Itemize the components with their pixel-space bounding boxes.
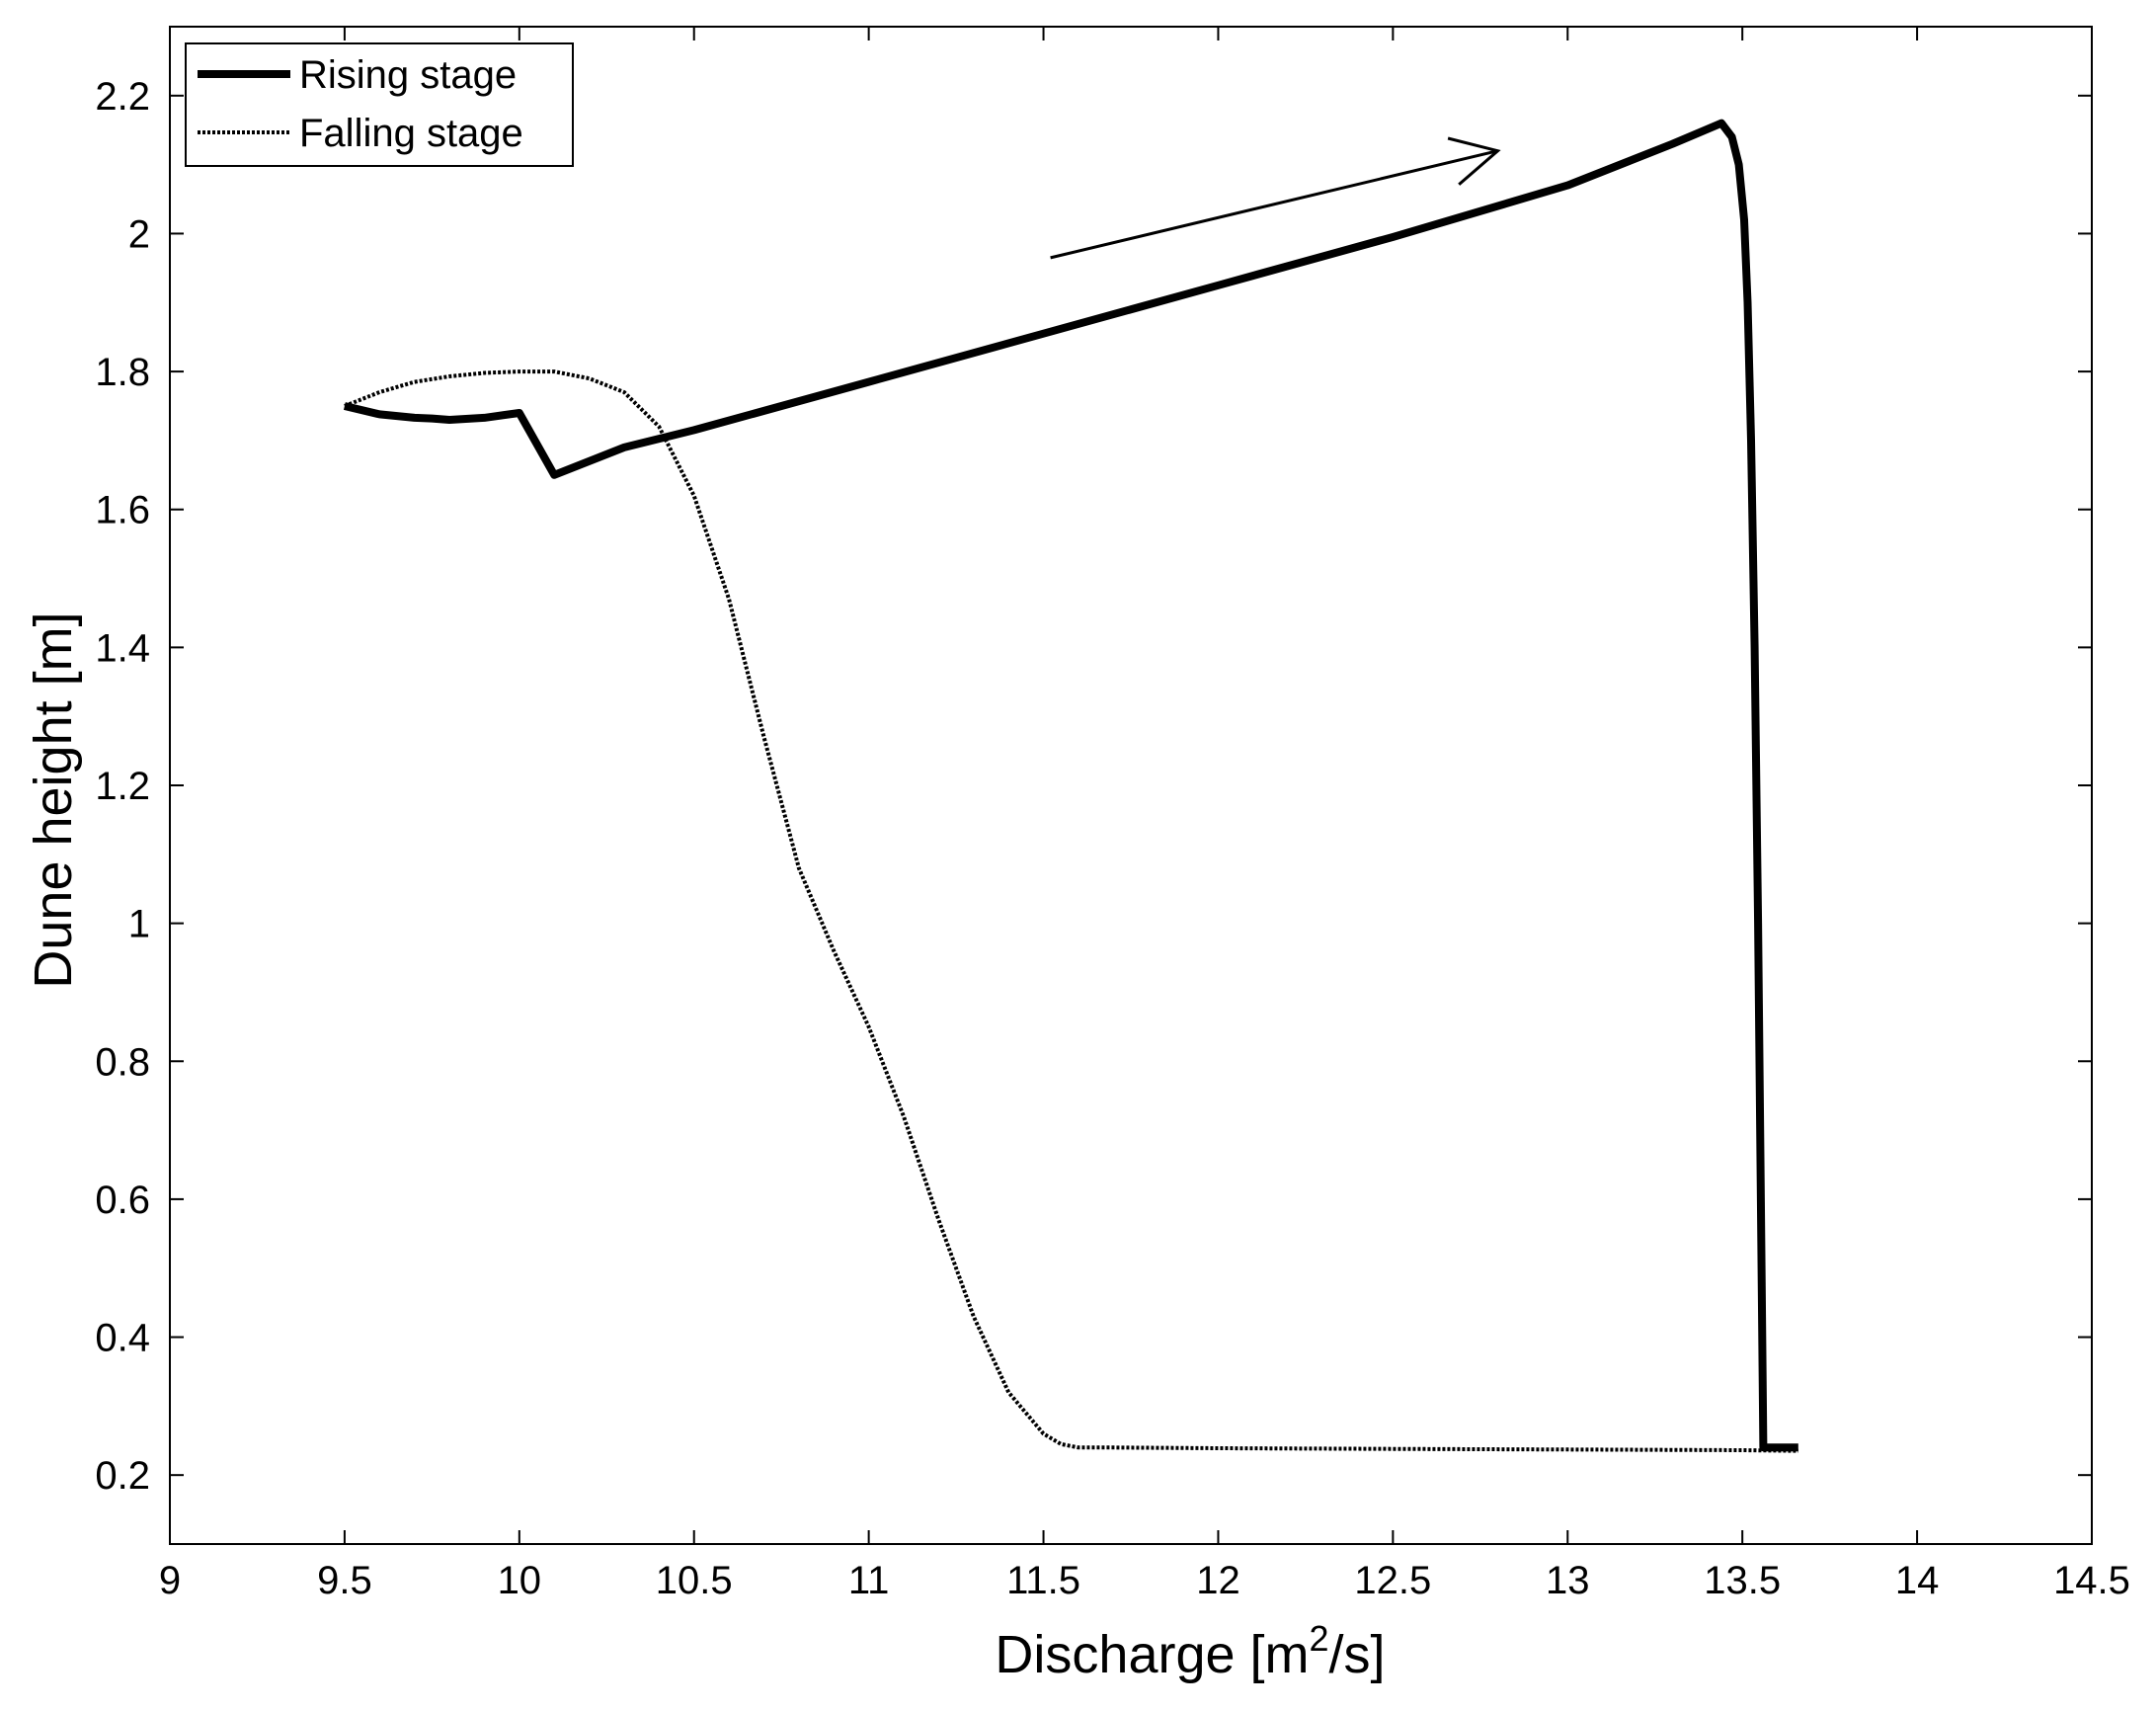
x-tick-label: 14 (1895, 1559, 1940, 1602)
y-tick-label: 0.2 (95, 1454, 150, 1498)
series-line-falling-stage (344, 369, 1798, 1453)
x-tick-label: 11.5 (1006, 1559, 1080, 1602)
y-axis-label: Dune height [m] (24, 611, 83, 988)
trend-arrow-head (1447, 136, 1501, 186)
y-tick-label: 1.6 (95, 489, 150, 532)
trend-arrow-shaft (1050, 149, 1498, 260)
x-tick-label: 10.5 (656, 1559, 733, 1602)
y-axis-ticks: 0.2 0.4 0.6 0.8 1 1.2 1.4 1.6 1.8 2 2.2 (95, 75, 2092, 1498)
x-tick-label: 13 (1546, 1559, 1590, 1602)
x-tick-label: 9 (159, 1559, 181, 1602)
legend-box (185, 42, 574, 167)
y-tick-label: 0.6 (95, 1179, 150, 1222)
legend: Rising stage Falling stage (185, 42, 574, 167)
series-line-rising-stage (343, 119, 1798, 1452)
annotations (1050, 136, 1501, 260)
y-tick-label: 1 (128, 903, 150, 946)
x-axis-label-unit: /s] (1329, 1625, 1386, 1684)
x-axis-label: Discharge [m2/s] (995, 1618, 1385, 1684)
y-tick-label: 1.4 (95, 626, 150, 670)
x-tick-label: 10 (498, 1559, 542, 1602)
x-tick-label: 9.5 (317, 1559, 372, 1602)
y-tick-label: 2.2 (95, 75, 150, 119)
x-tick-label: 11 (848, 1559, 890, 1602)
legend-label-rising-stage: Rising stage (299, 53, 517, 97)
y-tick-label: 0.4 (95, 1317, 150, 1360)
x-tick-label: 14.5 (2053, 1559, 2130, 1602)
legend-label-falling-stage: Falling stage (299, 112, 523, 155)
x-axis-ticks: 9 9.5 10 10.5 11 11.5 12 12.5 13 13.5 14 14.5 (159, 27, 2130, 1602)
x-axis-label-main: Discharge [m (995, 1625, 1309, 1684)
y-tick-label: 2 (128, 212, 150, 256)
x-tick-label: 13.5 (1704, 1559, 1781, 1602)
y-tick-label: 1.8 (95, 351, 150, 394)
x-tick-label: 12.5 (1354, 1559, 1431, 1602)
x-axis-label-superscript: 2 (1310, 1618, 1329, 1659)
y-tick-label: 1.2 (95, 765, 150, 808)
series-lines (343, 119, 1798, 1453)
x-tick-label: 12 (1196, 1559, 1240, 1602)
y-tick-label: 0.8 (95, 1040, 150, 1084)
